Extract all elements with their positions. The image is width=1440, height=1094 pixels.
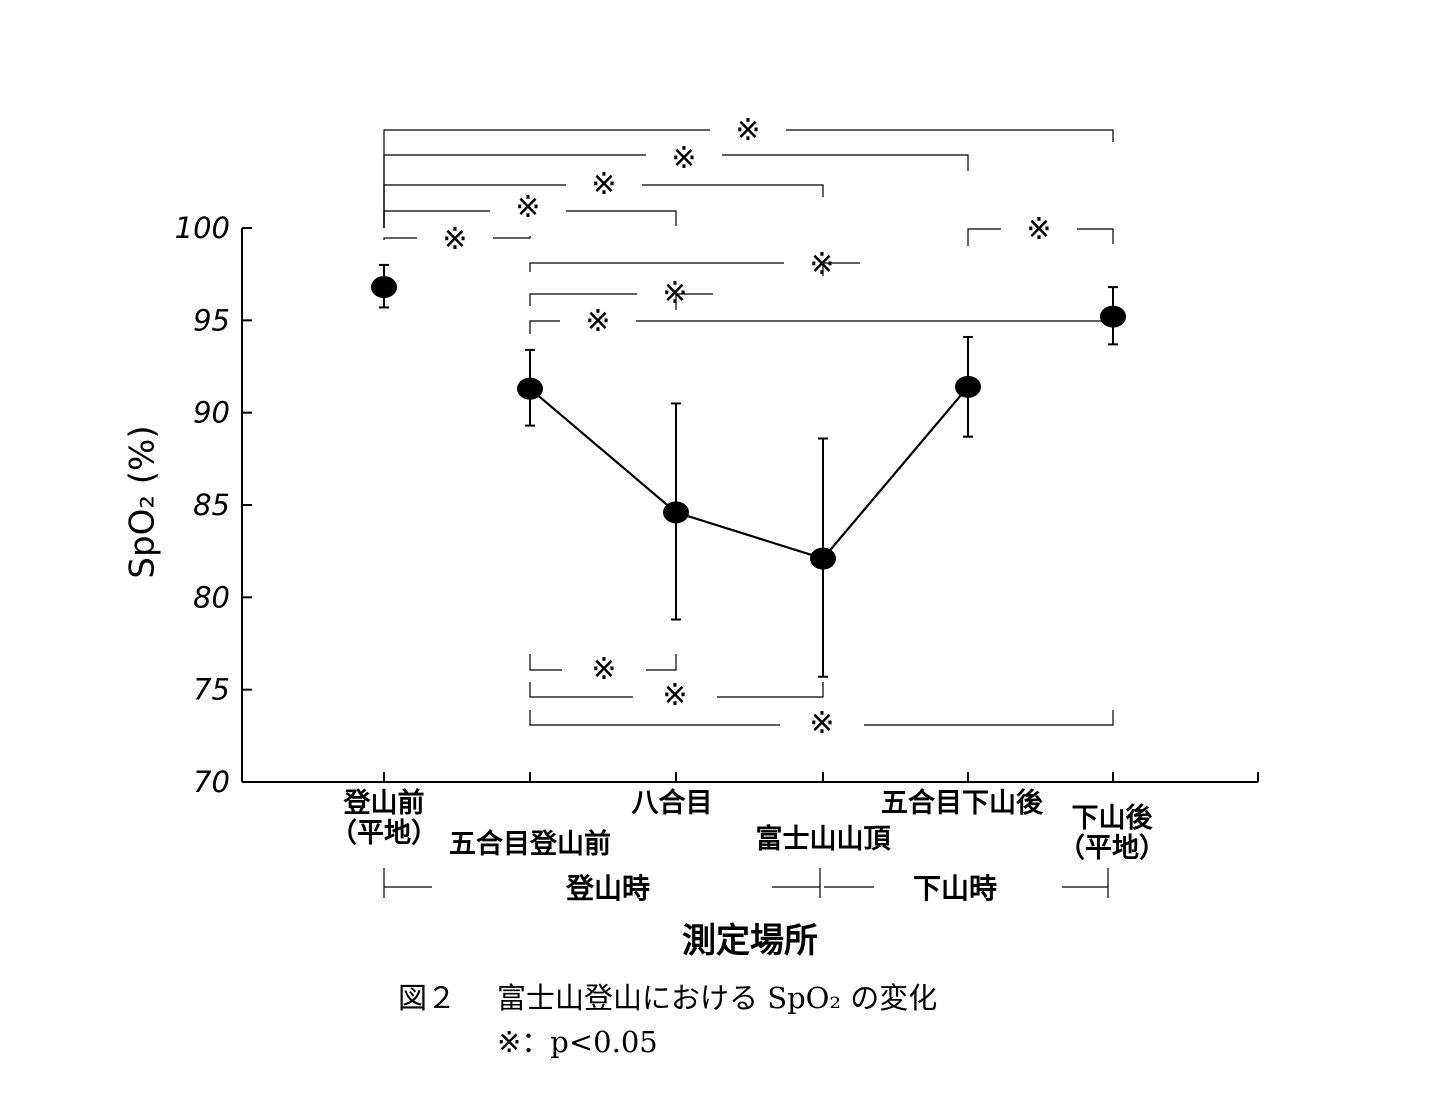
- significance-mark: ※: [662, 678, 687, 713]
- data-point: [371, 276, 397, 299]
- data-point: [810, 547, 836, 570]
- phase-label-ascent: 登山時: [565, 872, 650, 905]
- data-point: [1100, 305, 1126, 328]
- significance-mark: ※: [591, 652, 616, 687]
- significance-brackets: ※ ※ ※ ※ ※ ※ ※ ※ ※ ※ ※ ※: [383, 113, 1114, 741]
- series-line-segment: [822, 386, 969, 560]
- significance-bracket: [383, 236, 531, 240]
- significance-mark: ※: [442, 222, 467, 257]
- category-label: 下山後: [1072, 803, 1154, 834]
- category-label: 五合目下山後: [881, 787, 1044, 819]
- significance-mark: ※: [809, 247, 834, 282]
- series-line-segment: [529, 387, 677, 514]
- category-label: （平地）: [330, 818, 438, 849]
- category-label: 八合目: [632, 787, 713, 819]
- caption-note: ※：p<0.05: [497, 1025, 658, 1059]
- significance-bracket: [529, 262, 860, 276]
- significance-bracket: [529, 710, 1114, 726]
- y-tick-label: 70: [193, 765, 230, 799]
- data-point: [955, 375, 981, 398]
- caption-title: 富士山登山における SpO₂ の変化: [497, 981, 937, 1015]
- phase-bracket: [824, 868, 1109, 898]
- significance-mark: ※: [662, 276, 687, 311]
- significance-mark: ※: [585, 304, 610, 339]
- significance-bracket: [529, 293, 713, 310]
- y-tick-label: 100: [175, 211, 230, 245]
- y-tick-label: 90: [193, 396, 230, 430]
- significance-bracket: [529, 320, 1114, 334]
- significance-mark: ※: [1026, 212, 1051, 247]
- significance-bracket: [529, 654, 677, 671]
- x-axis-label: 測定場所: [682, 921, 818, 961]
- y-tick-label: 95: [193, 303, 230, 337]
- phase-bracket: [383, 868, 821, 898]
- significance-mark: ※: [515, 190, 540, 225]
- data-point: [663, 501, 689, 524]
- significance-bracket: [529, 682, 824, 698]
- category-label: 富士山山頂: [756, 823, 892, 855]
- category-label: （平地）: [1058, 833, 1166, 864]
- significance-bracket: [967, 228, 1114, 246]
- significance-mark: ※: [735, 113, 760, 148]
- y-tick-label: 85: [193, 488, 230, 522]
- category-label: 登山前: [343, 787, 425, 819]
- caption-figure-number: 図２: [398, 981, 456, 1015]
- phase-label-descent: 下山時: [913, 872, 997, 905]
- category-label: 五合目登山前: [449, 828, 611, 860]
- data-point: [517, 377, 543, 400]
- axes: 70 75 80 85 90 95 100: [175, 211, 1259, 799]
- significance-mark: ※: [591, 167, 616, 202]
- significance-mark: ※: [809, 706, 834, 741]
- y-tick-label: 80: [193, 580, 230, 614]
- significance-bracket: [383, 129, 1114, 228]
- series-line-segment: [675, 511, 824, 560]
- y-tick-label: 75: [193, 673, 230, 707]
- significance-mark: ※: [671, 141, 696, 176]
- plot-area: [371, 263, 1126, 678]
- y-axis-label: SpO₂ (%): [123, 425, 163, 578]
